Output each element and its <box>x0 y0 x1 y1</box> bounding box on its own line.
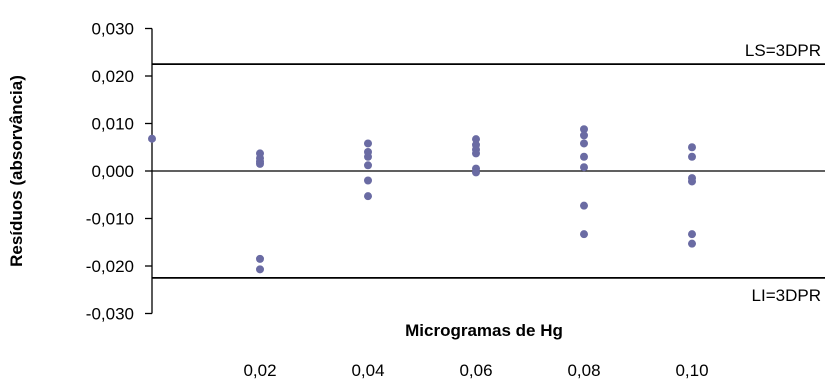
data-point <box>256 265 264 274</box>
x-tick-label: 0,06 <box>459 361 492 380</box>
y-tick-label: 0,020 <box>91 67 134 86</box>
data-point <box>256 254 264 263</box>
data-point <box>472 135 480 144</box>
y-tick-label: -0,030 <box>86 305 134 324</box>
data-point <box>472 168 480 177</box>
data-point <box>580 131 588 140</box>
y-tick-label: -0,010 <box>86 210 134 229</box>
data-point <box>688 152 696 161</box>
data-point <box>688 239 696 248</box>
x-tick-label: 0,04 <box>351 361 384 380</box>
data-point <box>580 230 588 239</box>
data-point <box>688 143 696 152</box>
data-point <box>688 230 696 239</box>
data-point <box>580 201 588 210</box>
x-axis-tick-labels: 0,02 0,04 0,06 0,08 0,10 <box>243 361 708 380</box>
data-point <box>364 161 372 170</box>
x-tick-label: 0,02 <box>243 361 276 380</box>
data-point <box>580 139 588 148</box>
data-point <box>580 125 588 134</box>
reference-line-label: LS=3DPR <box>745 41 821 60</box>
data-point <box>364 152 372 161</box>
data-point <box>364 192 372 201</box>
y-tick-label: 0,030 <box>91 20 134 39</box>
y-tick-label: -0,020 <box>86 257 134 276</box>
data-points <box>148 125 696 274</box>
x-axis-title: Microgramas de Hg <box>405 321 563 340</box>
y-tick-label: 0,010 <box>91 115 134 134</box>
data-point <box>364 139 372 148</box>
reference-line-label: LI=3DPR <box>752 286 821 305</box>
data-point <box>472 149 480 158</box>
data-point <box>580 152 588 161</box>
data-point <box>580 163 588 172</box>
x-tick-label: 0,10 <box>675 361 708 380</box>
y-tick-label: 0,000 <box>91 162 134 181</box>
data-point <box>256 159 264 168</box>
data-point <box>148 134 156 143</box>
y-axis-ticks: 0,030 0,020 0,010 0,000 -0,010 -0,020 -0,030 <box>86 20 152 324</box>
data-point <box>688 177 696 186</box>
y-axis-title: Resíduos (absorvância) <box>7 75 26 267</box>
reference-lines: LS=3DPR LI=3DPR <box>152 41 825 305</box>
data-point <box>364 176 372 185</box>
x-tick-label: 0,08 <box>567 361 600 380</box>
